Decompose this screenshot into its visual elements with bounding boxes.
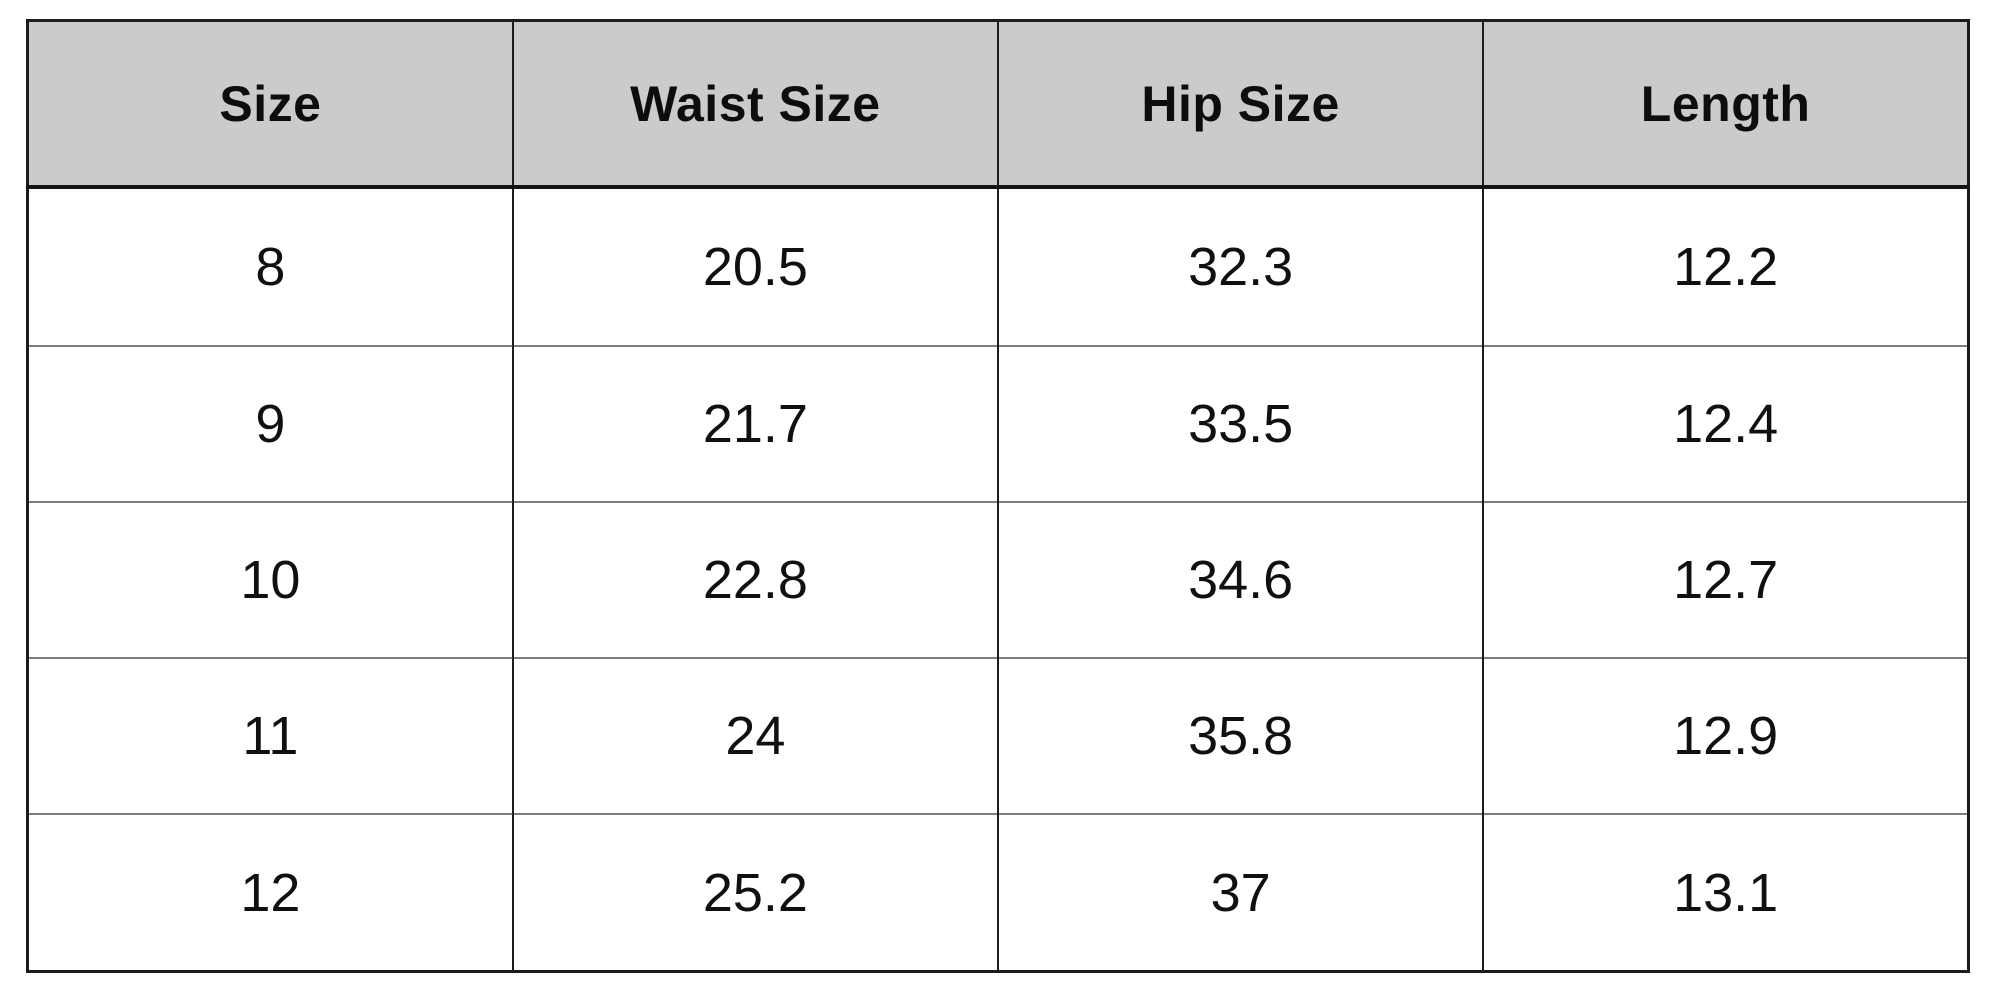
- table-cell: 12: [26, 813, 514, 972]
- table-cell: 12.4: [1482, 344, 1970, 502]
- table-row: 11 24 35.8 12.9: [26, 656, 1970, 815]
- column-header-length: Length: [1482, 19, 1970, 189]
- table-cell: 10: [26, 500, 514, 658]
- table-cell: 32.3: [996, 186, 1485, 346]
- table-cell: 12.7: [1482, 500, 1970, 658]
- table-cell: 33.5: [996, 344, 1485, 502]
- table-cell: 9: [26, 344, 514, 502]
- table-row: 10 22.8 34.6 12.7: [26, 500, 1970, 658]
- header-row: Size Waist Size Hip Size Length: [26, 19, 1970, 189]
- table-cell: 13.1: [1482, 813, 1970, 972]
- table-cell: 37: [996, 813, 1485, 972]
- table-row: 8 20.5 32.3 12.2: [26, 186, 1970, 346]
- table-cell: 21.7: [511, 344, 1000, 502]
- size-chart-table: Size Waist Size Hip Size Length 8 20.5 32.…: [26, 19, 1970, 973]
- table-cell: 35.8: [996, 656, 1485, 815]
- table-cell: 12.9: [1482, 656, 1970, 815]
- table-cell: 11: [26, 656, 514, 815]
- table-cell: 24: [511, 656, 1000, 815]
- column-header-hip-size: Hip Size: [996, 19, 1485, 189]
- table-cell: 12.2: [1482, 186, 1970, 346]
- table-cell: 20.5: [511, 186, 1000, 346]
- table-cell: 25.2: [511, 813, 1000, 972]
- column-header-size: Size: [26, 19, 514, 189]
- table-cell: 34.6: [996, 500, 1485, 658]
- column-header-waist-size: Waist Size: [511, 19, 1000, 189]
- table-row: 9 21.7 33.5 12.4: [26, 344, 1970, 502]
- table-body: 8 20.5 32.3 12.2 9 21.7 33.5 12.4 10 22.8 34.6 12.7…: [26, 186, 1970, 972]
- table-header: Size Waist Size Hip Size Length: [26, 19, 1970, 189]
- table-row: 12 25.2 37 13.1: [26, 813, 1970, 972]
- table-cell: 8: [26, 186, 514, 346]
- table-cell: 22.8: [511, 500, 1000, 658]
